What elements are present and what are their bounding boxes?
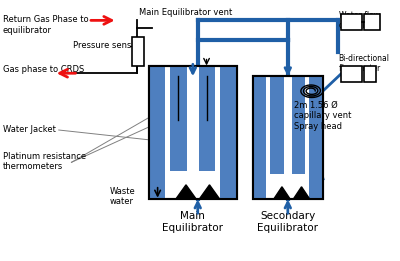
Bar [220, 66, 237, 199]
Text: Water Jacket: Water Jacket [3, 125, 56, 134]
Bar [341, 66, 362, 82]
Text: Spray head: Spray head [294, 122, 342, 131]
Bar [252, 76, 323, 199]
Text: Main
Equilibrator: Main Equilibrator [162, 211, 223, 233]
Text: Bi-directional
flow meter: Bi-directional flow meter [339, 54, 390, 73]
Text: Secondary
Equilibrator: Secondary Equilibrator [257, 211, 318, 233]
Bar [149, 66, 237, 199]
Bar [252, 76, 266, 199]
Bar [309, 76, 323, 199]
Text: Gas phase to CRDS: Gas phase to CRDS [3, 65, 84, 74]
Bar [199, 66, 215, 171]
Text: Water flow
controller: Water flow controller [339, 11, 380, 30]
Bar [170, 66, 187, 171]
Bar [364, 66, 376, 82]
Text: Return Gas Phase to
equilibrator: Return Gas Phase to equilibrator [3, 15, 88, 35]
Polygon shape [176, 185, 196, 199]
Bar [252, 76, 323, 199]
Bar [341, 15, 362, 30]
Bar [149, 66, 237, 199]
Bar [292, 76, 306, 174]
Bar [364, 15, 380, 30]
Text: Platinum resistance
thermometers: Platinum resistance thermometers [3, 152, 86, 171]
Text: Main Equilibrator vent: Main Equilibrator vent [139, 8, 233, 17]
Text: 2m 1.56 Ø
capillary vent: 2m 1.56 Ø capillary vent [294, 101, 351, 120]
Polygon shape [200, 185, 219, 199]
Bar [270, 76, 284, 174]
Text: Waste
water: Waste water [110, 187, 135, 206]
Polygon shape [274, 187, 290, 199]
Polygon shape [294, 187, 309, 199]
Bar [149, 66, 166, 199]
Bar [132, 37, 144, 66]
Text: Pressure sensor: Pressure sensor [74, 41, 140, 50]
